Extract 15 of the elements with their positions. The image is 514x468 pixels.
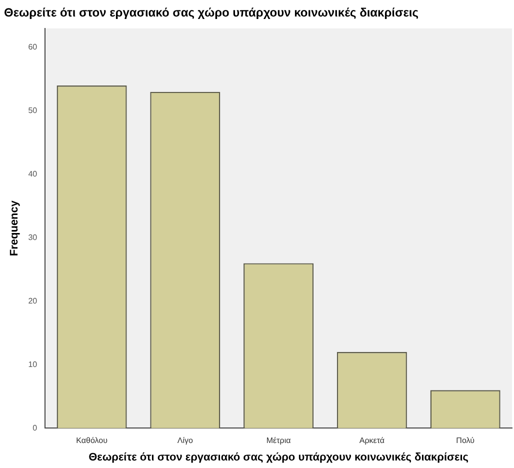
x-tick-label: Πολύ <box>456 436 474 446</box>
y-tick-label: 30 <box>28 233 38 242</box>
x-tick-label: Αρκετά <box>359 436 385 446</box>
x-axis-title: Θεωρείτε ότι στον εργασιακό σας χώρο υπάρχουν κοινωνικές διακρίσεις <box>88 451 469 464</box>
y-tick-label: 40 <box>28 170 38 179</box>
y-axis-title: Frequency <box>8 200 21 256</box>
x-tick-label: Μέτρια <box>266 436 292 446</box>
y-tick-label: 0 <box>32 423 38 432</box>
y-tick-label: 20 <box>28 296 38 306</box>
chart-title: Θεωρείτε ότι στον εργασιακό σας χώρο υπάρχουν κοινωνικές διακρίσεις <box>4 6 418 20</box>
x-tick-label: Καθόλου <box>76 436 108 446</box>
x-tick-label: Λίγο <box>177 436 194 446</box>
y-tick-label: 60 <box>28 42 38 52</box>
y-tick-label: 50 <box>28 106 38 116</box>
y-tick-label: 10 <box>28 360 38 369</box>
